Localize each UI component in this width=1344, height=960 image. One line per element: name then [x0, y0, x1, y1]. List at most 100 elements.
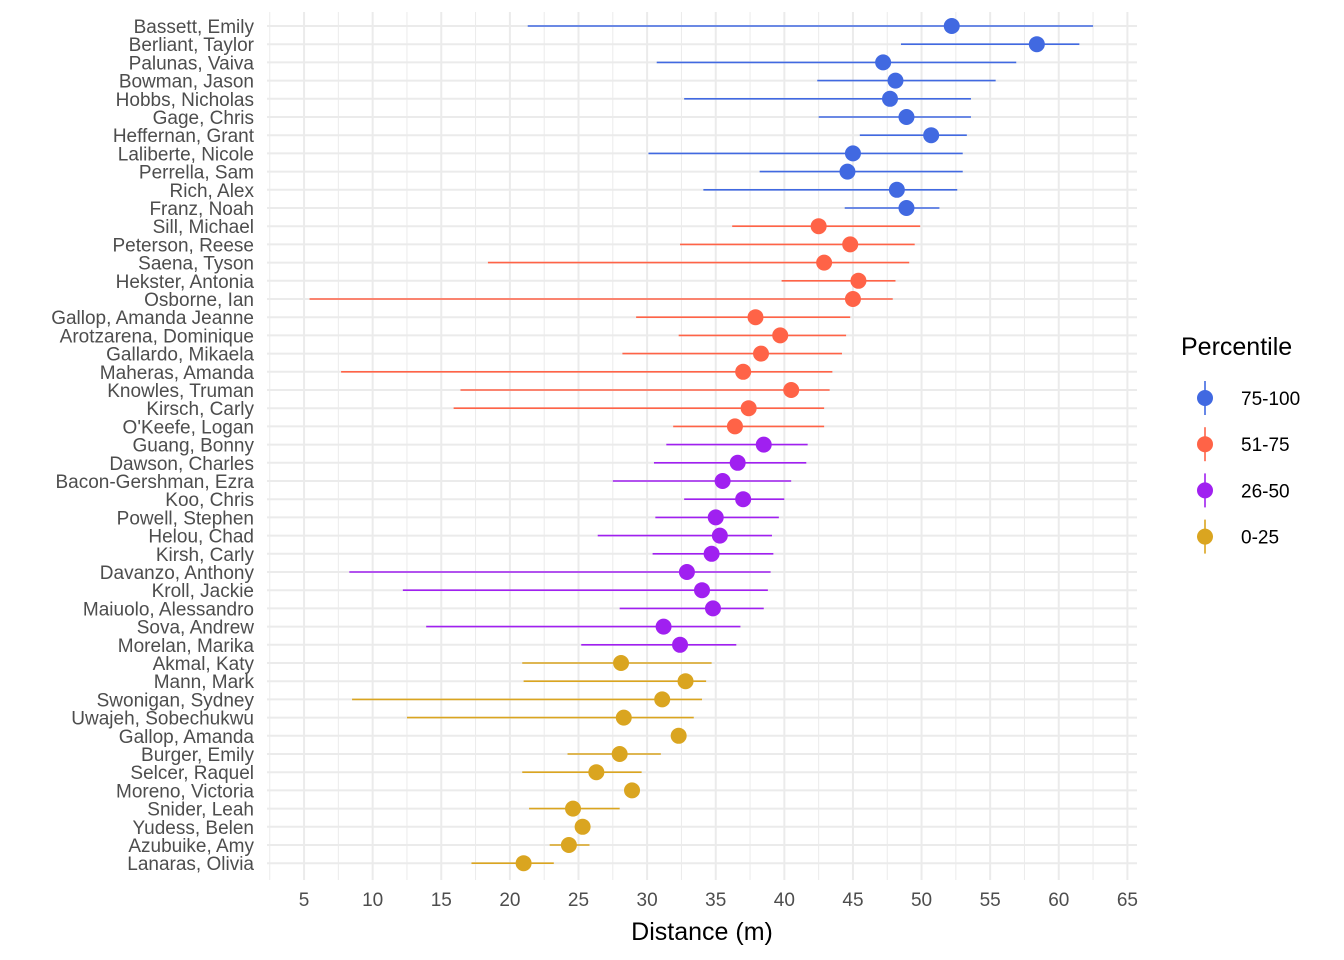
data-point: [729, 454, 746, 471]
data-point: [714, 473, 731, 489]
legend-label: 51-75: [1241, 435, 1290, 456]
legend-key-dot: [1197, 436, 1213, 453]
data-point: [816, 254, 833, 271]
y-tick-label: Morelan, Marika: [118, 636, 255, 657]
legend-entries: 75-100 51-75 26-50 0-25: [1197, 381, 1300, 554]
data-point: [898, 109, 915, 125]
x-tick-label: 10: [362, 890, 383, 911]
y-tick-label: Burger, Emily: [141, 745, 254, 766]
data-point: [694, 582, 710, 599]
y-tick-label: Powell, Stephen: [117, 508, 254, 529]
y-tick-label: Knowles, Truman: [107, 381, 254, 402]
y-tick-label: Hekster, Antonia: [116, 272, 255, 293]
y-tick-label: Davanzo, Anthony: [100, 563, 255, 584]
y-tick-label: Bowman, Jason: [119, 72, 254, 93]
y-tick-label: Kroll, Jackie: [152, 581, 254, 602]
x-tick-label: 50: [911, 890, 932, 911]
y-tick-label: Sova, Andrew: [137, 618, 255, 639]
y-tick-label: Kirsch, Carly: [146, 399, 254, 420]
x-tick-label: 30: [637, 890, 658, 911]
data-point: [670, 727, 687, 744]
legend-key-dot: [1197, 482, 1213, 499]
y-tick-label: Gallop, Amanda: [119, 727, 255, 748]
y-tick-label: Akmal, Katy: [153, 654, 255, 675]
data-point: [875, 54, 892, 71]
x-tick-label: 5: [299, 890, 310, 911]
x-axis-label: Distance (m): [631, 918, 773, 946]
data-point: [588, 764, 605, 781]
y-tick-label: Selcer, Raquel: [130, 763, 254, 784]
data-point: [678, 564, 695, 580]
x-tick-label: 20: [499, 890, 520, 911]
legend-title: Percentile: [1181, 333, 1292, 361]
x-tick-labels: 5 10 15 20 25 30 35 40 45 50 55 60 65: [299, 890, 1138, 911]
y-tick-label: Koo, Chris: [165, 490, 254, 511]
x-tick-label: 40: [774, 890, 795, 911]
data-point: [1028, 36, 1045, 53]
data-points: [515, 18, 1045, 872]
data-point: [898, 200, 915, 216]
data-point: [624, 782, 641, 799]
data-point: [842, 236, 859, 253]
data-point: [943, 18, 960, 34]
data-point: [735, 363, 752, 380]
y-tick-label: Snider, Leah: [147, 800, 254, 821]
y-tick-label: Franz, Noah: [149, 199, 254, 220]
data-point: [704, 600, 721, 617]
data-point: [677, 673, 694, 690]
x-tick-label: 15: [431, 890, 452, 911]
error-bars: [309, 25, 1094, 865]
data-point: [747, 309, 764, 326]
legend-label: 26-50: [1241, 481, 1290, 502]
y-tick-label: Moreno, Victoria: [116, 781, 254, 802]
y-tick-label: Bacon-Gershman, Ezra: [55, 472, 254, 493]
data-point: [923, 127, 940, 144]
x-tick-label: 35: [705, 890, 726, 911]
data-point: [753, 345, 770, 362]
data-point: [810, 218, 827, 235]
data-point: [726, 418, 743, 435]
y-tick-label: Palunas, Vaiva: [129, 53, 255, 74]
data-point: [839, 163, 856, 180]
legend-label: 0-25: [1241, 528, 1279, 549]
legend-key-dot: [1197, 528, 1213, 545]
data-point: [772, 327, 789, 344]
y-tick-label: Gallardo, Mikaela: [106, 345, 254, 366]
y-tick-label: Saena, Tyson: [138, 254, 254, 275]
y-tick-label: Helou, Chad: [148, 527, 254, 548]
data-point: [611, 746, 628, 762]
data-point: [613, 655, 630, 671]
data-point: [850, 272, 867, 289]
data-point: [574, 818, 591, 835]
y-tick-label: Guang, Bonny: [133, 436, 255, 457]
x-tick-label: 45: [842, 890, 863, 911]
legend-label: 75-100: [1241, 389, 1300, 410]
y-tick-label: Sill, Michael: [153, 217, 254, 238]
x-tick-label: 60: [1048, 890, 1069, 911]
y-tick-label: Maiuolo, Alessandro: [83, 599, 254, 620]
y-tick-label: Peterson, Reese: [112, 235, 254, 256]
data-point: [515, 855, 532, 872]
y-tick-label: Azubuike, Amy: [128, 836, 254, 857]
y-tick-label: Mann, Mark: [154, 672, 255, 693]
y-tick-label: Heffernan, Grant: [113, 126, 255, 147]
y-tick-label: Yudess, Belen: [133, 818, 254, 839]
legend: Percentile 75-100 51-75 26-50 0-25: [1181, 333, 1300, 554]
y-tick-label: Dawson, Charles: [109, 454, 254, 475]
data-point: [707, 509, 724, 526]
data-point: [888, 181, 905, 198]
x-tick-label: 65: [1117, 890, 1138, 911]
y-tick-label: Bassett, Emily: [134, 17, 255, 38]
data-point: [740, 400, 757, 417]
data-point: [565, 800, 582, 817]
x-tick-label: 25: [568, 890, 589, 911]
data-point: [711, 527, 728, 544]
data-point: [655, 618, 672, 635]
y-tick-label: Kirsh, Carly: [156, 545, 255, 566]
legend-key-dot: [1197, 390, 1213, 406]
data-point: [783, 382, 800, 398]
data-point: [735, 491, 752, 508]
y-tick-label: Perrella, Sam: [139, 163, 254, 184]
y-tick-label: Gallop, Amanda Jeanne: [51, 308, 254, 329]
